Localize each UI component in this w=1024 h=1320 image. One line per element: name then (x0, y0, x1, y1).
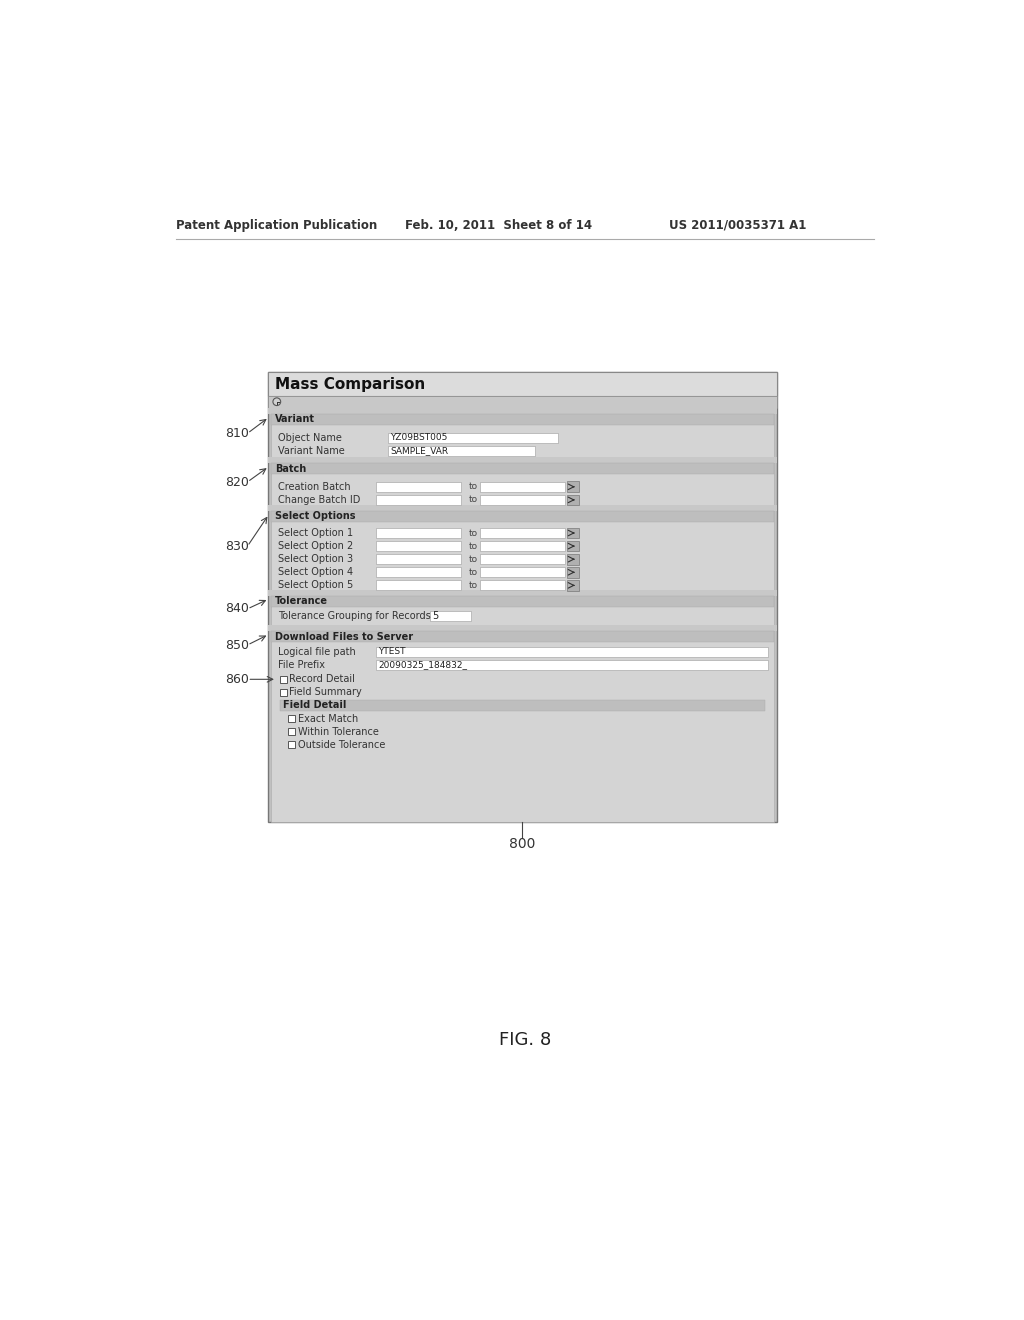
Text: File Prefix: File Prefix (279, 660, 326, 669)
Text: Tolerance Grouping for Records: Tolerance Grouping for Records (279, 611, 431, 620)
Bar (480, 581, 565, 590)
Text: 810: 810 (225, 426, 249, 440)
Bar (567, 528, 579, 539)
Text: YTEST: YTEST (378, 647, 406, 656)
Text: Field Summary: Field Summary (289, 688, 361, 697)
Text: Batch: Batch (275, 463, 306, 474)
Bar (376, 541, 461, 552)
Text: 5: 5 (432, 611, 439, 620)
Text: Download Files to Server: Download Files to Server (275, 631, 414, 642)
Bar (388, 446, 535, 455)
Bar (267, 626, 777, 631)
Bar (567, 495, 579, 506)
Text: US 2011/0035371 A1: US 2011/0035371 A1 (669, 219, 806, 232)
Bar (270, 414, 774, 425)
Text: Exact Match: Exact Match (298, 714, 358, 723)
Bar (376, 495, 461, 506)
Bar (288, 742, 295, 748)
Bar (288, 715, 295, 722)
Bar (267, 408, 777, 414)
Bar (267, 457, 777, 463)
Bar (280, 676, 287, 682)
Bar (288, 729, 295, 735)
Text: Variant Name: Variant Name (279, 446, 345, 455)
Text: Field Detail: Field Detail (283, 701, 346, 710)
Bar (480, 554, 565, 564)
Text: Patent Application Publication: Patent Application Publication (176, 219, 377, 232)
Text: 850: 850 (225, 639, 249, 652)
Text: Logical file path: Logical file path (279, 647, 356, 656)
Text: 860: 860 (225, 673, 249, 686)
Bar (567, 566, 579, 578)
Text: to: to (468, 581, 477, 590)
Text: to: to (468, 495, 477, 504)
Text: FIG. 8: FIG. 8 (499, 1031, 551, 1049)
Text: 840: 840 (225, 602, 249, 615)
Text: to: to (468, 541, 477, 550)
Text: Object Name: Object Name (279, 433, 342, 442)
Bar (270, 414, 774, 457)
Bar (376, 581, 461, 590)
Bar (267, 372, 777, 396)
Text: Tolerance: Tolerance (275, 597, 329, 606)
Text: Creation Batch: Creation Batch (279, 482, 351, 492)
Bar (267, 372, 777, 822)
Text: SAMPLE_VAR: SAMPLE_VAR (390, 446, 449, 455)
Text: Select Option 3: Select Option 3 (279, 554, 353, 564)
Text: Select Option 4: Select Option 4 (279, 568, 353, 577)
Bar (480, 541, 565, 552)
Bar (480, 495, 565, 506)
Bar (270, 511, 774, 521)
Bar (567, 579, 579, 591)
Bar (430, 611, 471, 620)
Text: Select Option 2: Select Option 2 (279, 541, 353, 550)
Text: Select Option 1: Select Option 1 (279, 528, 353, 539)
Bar (480, 528, 565, 539)
Text: to: to (468, 528, 477, 537)
Text: Change Batch ID: Change Batch ID (279, 495, 360, 504)
Bar (270, 463, 774, 506)
Bar (270, 595, 774, 607)
Text: to: to (468, 554, 477, 564)
Text: Select Options: Select Options (275, 511, 355, 521)
Bar (267, 590, 777, 595)
Text: Record Detail: Record Detail (289, 675, 355, 684)
Bar (480, 568, 565, 577)
Bar (388, 433, 558, 442)
Text: to: to (468, 568, 477, 577)
Bar (270, 595, 774, 626)
Text: YZ09BST005: YZ09BST005 (390, 433, 447, 442)
Bar (270, 631, 774, 822)
Bar (376, 660, 768, 669)
Text: 20090325_184832_: 20090325_184832_ (378, 660, 467, 669)
Bar (270, 631, 774, 642)
Bar (280, 689, 287, 696)
Bar (567, 482, 579, 492)
Text: 830: 830 (225, 540, 249, 553)
Circle shape (273, 397, 281, 405)
Text: Variant: Variant (275, 414, 315, 425)
Bar (267, 396, 777, 408)
Text: Feb. 10, 2011  Sheet 8 of 14: Feb. 10, 2011 Sheet 8 of 14 (406, 219, 593, 232)
Bar (567, 541, 579, 552)
Text: 800: 800 (509, 837, 536, 850)
Bar (376, 568, 461, 577)
Text: Mass Comparison: Mass Comparison (275, 376, 426, 392)
Text: 820: 820 (225, 475, 249, 488)
Bar (376, 528, 461, 539)
Bar (567, 554, 579, 565)
Bar (480, 482, 565, 492)
Bar (376, 482, 461, 492)
Bar (270, 463, 774, 474)
Text: Outside Tolerance: Outside Tolerance (298, 739, 385, 750)
Text: Select Option 5: Select Option 5 (279, 581, 353, 590)
Text: Within Tolerance: Within Tolerance (298, 727, 379, 737)
Text: to: to (468, 482, 477, 491)
Bar (376, 647, 768, 656)
Bar (376, 554, 461, 564)
Bar (280, 700, 765, 711)
Bar (267, 506, 777, 511)
Bar (270, 511, 774, 590)
